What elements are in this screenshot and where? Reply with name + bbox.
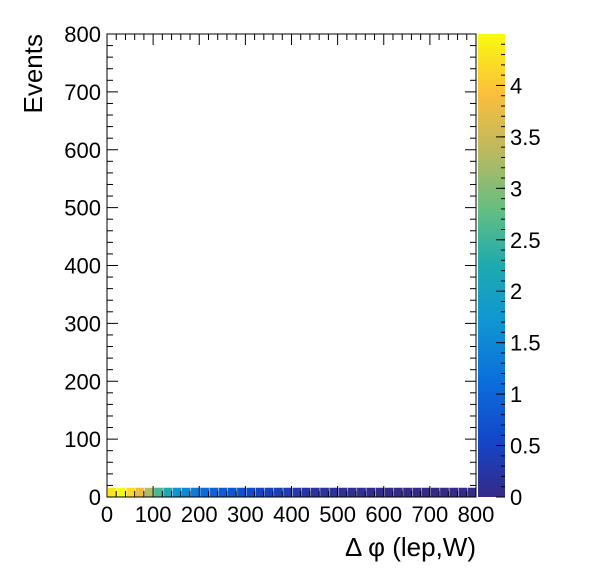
heatmap-cell	[154, 487, 163, 497]
colorbar-tick-label: 3.5	[510, 125, 541, 150]
heatmap-cell	[320, 487, 329, 497]
y-tick-label: 500	[64, 196, 101, 221]
heatmap-cell	[283, 487, 292, 497]
heatmap-cell	[421, 487, 431, 497]
heatmap-cell	[126, 487, 136, 497]
colorbar-tick-label: 2.5	[510, 228, 541, 253]
heatmap-cell	[227, 487, 237, 497]
y-tick-labels: 0 100 200 300 400 500 600 700 800	[64, 22, 101, 510]
heatmap-cell	[181, 487, 191, 497]
heatmap-cell	[412, 487, 422, 497]
colorbar-tick-label: 2	[510, 279, 522, 304]
x-tick-label: 300	[227, 502, 264, 527]
heatmap-cell	[301, 487, 311, 497]
heatmap-cell	[310, 487, 320, 497]
x-tick-label: 400	[273, 502, 310, 527]
heatmap-cell	[449, 487, 459, 497]
heatmap-cell	[375, 487, 385, 497]
y-tick-label: 200	[64, 369, 101, 394]
heatmap-cell	[467, 487, 477, 497]
heatmap-cell	[218, 487, 228, 497]
heatmap-cell	[347, 487, 357, 497]
heatmap-cell	[264, 487, 274, 497]
heatmap-cell	[329, 487, 339, 497]
x-tick-label: 200	[181, 502, 218, 527]
heatmap-cell	[117, 487, 126, 497]
colorbar-tick-label: 4	[510, 73, 522, 98]
y-tick-label: 100	[64, 427, 101, 452]
heatmap-cell	[209, 487, 219, 497]
y-tick-label: 0	[89, 485, 101, 510]
y-tick-label: 300	[64, 311, 101, 336]
x-tick-label: 800	[458, 502, 495, 527]
heatmap-cell	[191, 487, 200, 497]
colorbar-tick-label: 0.5	[510, 434, 541, 459]
colorbar-tick-label: 1.5	[510, 331, 541, 356]
colorbar	[478, 34, 505, 497]
heatmap-cell	[458, 487, 468, 497]
heatmap-cell	[163, 487, 173, 497]
heatmap-cell	[144, 487, 154, 497]
y-tick-label: 400	[64, 254, 101, 279]
heatmap-cell	[246, 487, 256, 497]
heatmap-cell	[338, 487, 348, 497]
heatmap-cell	[237, 487, 246, 497]
y-axis-title: Events	[18, 34, 48, 114]
y-tick-label: 800	[64, 22, 101, 47]
x-tick-label: 0	[101, 502, 113, 527]
colorbar-tick-labels: 0 0.5 1 1.5 2 2.5 3 3.5 4	[496, 43, 541, 510]
y-tick-label: 700	[64, 80, 101, 105]
heatmap-cell	[440, 487, 449, 497]
plot-frame	[106, 33, 477, 498]
colorbar-tick-label: 3	[510, 176, 522, 201]
heatmap-cell	[403, 487, 412, 497]
heatmap-cells	[108, 487, 477, 497]
heatmap-cell	[135, 487, 145, 497]
heatmap-cell	[384, 487, 394, 497]
heatmap-cell	[292, 487, 302, 497]
heatmap-cell	[366, 487, 376, 497]
heatmap-cell	[200, 487, 209, 497]
x-tick-labels: 0 100 200 300 400 500 600 700 800	[101, 502, 494, 527]
heatmap-cell	[108, 487, 117, 497]
heatmap-cell	[393, 487, 403, 497]
heatmap-cell	[255, 487, 265, 497]
x-tick-label: 600	[365, 502, 402, 527]
colorbar-tick-label: 1	[510, 382, 522, 407]
heatmap-cell	[274, 487, 283, 497]
x-tick-label: 100	[135, 502, 172, 527]
y-tick-label: 600	[64, 138, 101, 163]
axis-ticks	[106, 33, 477, 498]
x-tick-label: 500	[319, 502, 356, 527]
heatmap-cell	[430, 487, 440, 497]
colorbar-tick-label: 0	[510, 485, 522, 510]
x-tick-label: 700	[412, 502, 449, 527]
heatmap-cell	[357, 487, 366, 497]
x-axis-title: Δ φ (lep,W)	[345, 532, 476, 562]
heatmap-cell	[172, 487, 182, 497]
